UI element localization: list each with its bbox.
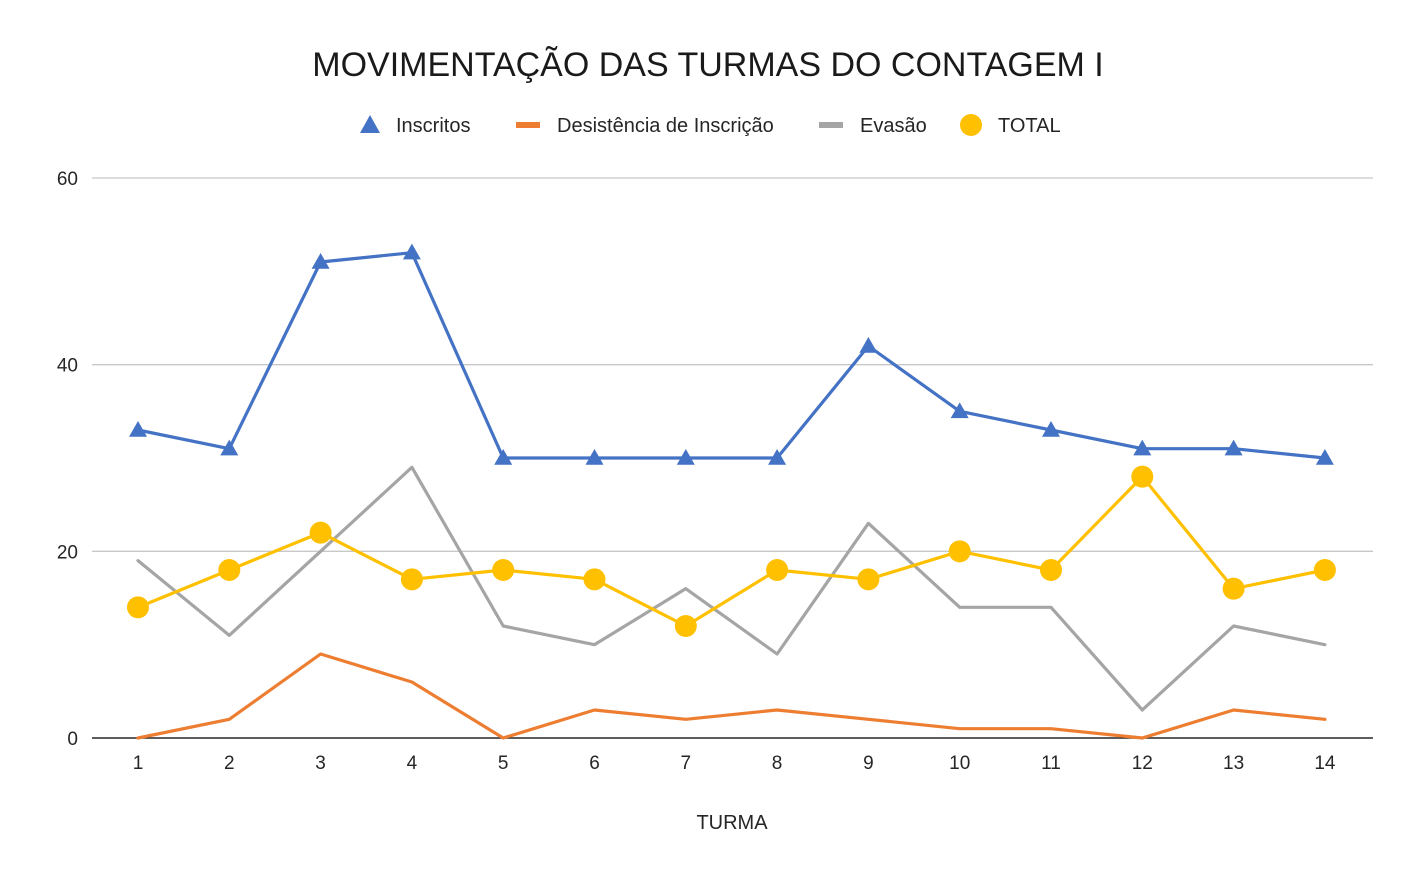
series-evasao	[136, 465, 1327, 712]
x-tick-label: 11	[1041, 753, 1061, 774]
data-point-total	[1040, 559, 1062, 581]
legend-item-inscritos: Inscritos	[360, 115, 470, 137]
data-point-inscritos	[1133, 439, 1152, 456]
y-tick-label: 60	[57, 169, 78, 190]
data-point-inscritos	[585, 449, 604, 465]
data-point-inscritos	[1224, 439, 1243, 456]
series-line-desistencia-de-inscricao	[136, 652, 1327, 740]
series-line-total	[136, 475, 1327, 628]
data-point-inscritos	[220, 439, 239, 456]
data-point-inscritos	[1315, 449, 1334, 465]
x-axis-label: TURMA	[696, 812, 768, 834]
legend-item-total: TOTAL	[960, 114, 1061, 137]
x-tick-label: 12	[1132, 753, 1153, 774]
x-tick-label: 9	[863, 753, 874, 774]
x-tick-label: 13	[1223, 753, 1244, 774]
series-total	[127, 465, 1336, 637]
legend-label: Desistência de Inscrição	[557, 115, 774, 137]
y-tick-label: 40	[57, 356, 78, 377]
data-point-total	[218, 559, 241, 581]
x-tick-label: 14	[1314, 753, 1336, 774]
x-tick-label: 4	[407, 753, 418, 774]
series-line-inscritos	[136, 251, 1327, 460]
data-point-inscritos	[402, 243, 421, 260]
legend-item-evasao: Evasão	[819, 115, 927, 137]
data-point-total	[583, 568, 606, 591]
x-tick-label: 8	[772, 753, 783, 774]
data-point-total	[400, 568, 423, 591]
series-group	[127, 243, 1336, 740]
legend-label: TOTAL	[998, 115, 1061, 137]
x-tick-label: 1	[133, 753, 144, 774]
legend-marker-triangle-icon	[360, 115, 380, 133]
x-tick-label: 6	[589, 753, 600, 774]
data-point-inscritos	[311, 253, 330, 269]
y-axis-ticks: 0 20 40 60	[57, 169, 78, 750]
data-point-inscritos	[950, 402, 969, 419]
data-point-total	[127, 596, 149, 619]
chart-title: MOVIMENTAÇÃO DAS TURMAS DO CONTAGEM I	[312, 46, 1104, 84]
y-tick-label: 0	[67, 729, 78, 750]
x-tick-label: 2	[224, 753, 235, 774]
gridlines	[92, 177, 1373, 739]
data-point-inscritos	[859, 337, 878, 353]
series-line-evasao	[136, 465, 1327, 712]
x-tick-label: 3	[315, 753, 326, 774]
data-point-total	[766, 559, 789, 581]
legend-marker-line-icon	[819, 122, 843, 128]
x-tick-label: 10	[949, 753, 970, 774]
data-point-inscritos	[768, 449, 787, 465]
data-point-total	[1131, 465, 1154, 488]
data-point-total	[948, 540, 971, 563]
legend-marker-line-icon	[516, 122, 540, 128]
data-point-inscritos	[676, 449, 695, 465]
data-point-inscritos	[1042, 421, 1060, 437]
legend-item-desistencia-de-inscricao: Desistência de Inscrição	[516, 115, 774, 137]
x-tick-label: 7	[681, 753, 692, 774]
data-point-total	[1222, 577, 1245, 600]
legend-label: Evasão	[860, 115, 927, 137]
x-tick-label: 5	[498, 753, 509, 774]
data-point-inscritos	[129, 421, 147, 437]
data-point-total	[674, 615, 697, 637]
legend: Inscritos Desistência de Inscrição Evasão T…	[360, 114, 1061, 137]
data-point-inscritos	[494, 449, 513, 465]
y-tick-label: 20	[57, 542, 78, 563]
data-point-total	[492, 559, 515, 581]
data-point-total	[309, 521, 332, 544]
series-desistencia-de-inscricao	[136, 652, 1327, 740]
legend-marker-circle-icon	[960, 114, 982, 136]
data-point-total	[857, 568, 880, 591]
series-inscritos	[129, 243, 1334, 465]
x-axis-ticks: 1 2 3 4 5 6 7 8 9 10 11 12 13 14	[133, 753, 1336, 774]
legend-label: Inscritos	[396, 115, 470, 137]
data-point-total	[1313, 559, 1336, 581]
